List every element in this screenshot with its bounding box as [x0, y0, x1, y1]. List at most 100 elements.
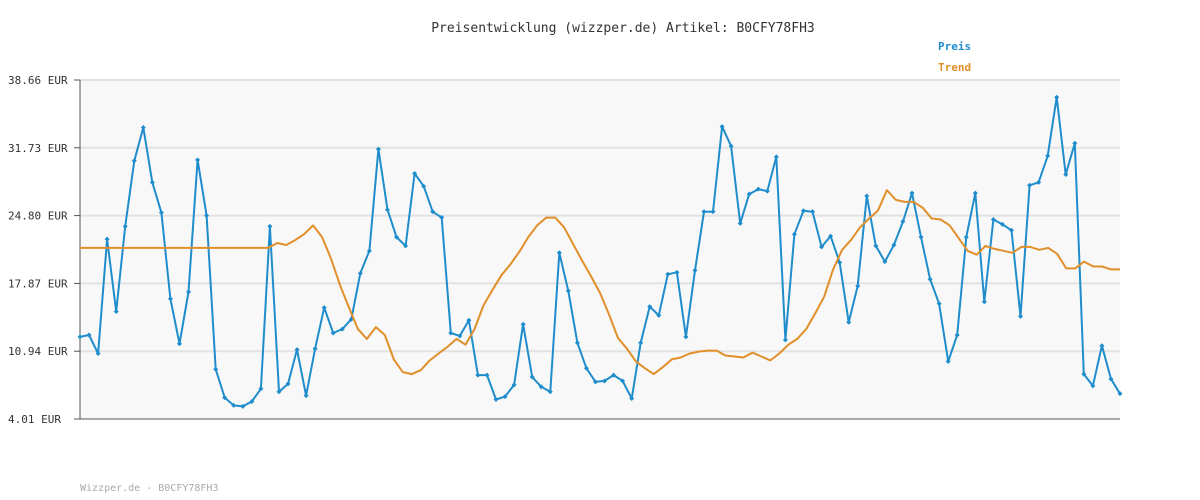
- data-point-preis: [1036, 179, 1042, 185]
- data-point-preis: [611, 372, 617, 378]
- data-point-preis: [638, 340, 644, 346]
- chart-title: Preisentwicklung (wizzper.de) Artikel: B…: [431, 21, 815, 36]
- data-point-preis: [999, 221, 1005, 227]
- data-point-preis: [294, 347, 300, 353]
- data-point-preis: [276, 389, 282, 395]
- data-point-preis: [86, 332, 92, 338]
- data-point-preis: [1008, 227, 1014, 233]
- legend-entry-preis: Preis: [938, 40, 971, 53]
- y-tick-label: 17.87 EUR: [8, 277, 68, 290]
- data-point-preis: [846, 319, 852, 325]
- data-point-preis: [701, 209, 707, 215]
- legend-entry-trend: Trend: [938, 61, 971, 74]
- data-point-preis: [167, 296, 173, 302]
- data-point-preis: [565, 288, 571, 294]
- data-point-preis: [267, 223, 273, 229]
- y-axis-ticks: 4.01 EUR 10.94 EUR 17.87 EUR 24.80 EUR 31.73…: [8, 74, 80, 426]
- data-point-preis: [1081, 371, 1087, 377]
- data-point-preis: [746, 191, 752, 197]
- data-point-preis: [113, 308, 119, 314]
- data-point-preis: [1018, 313, 1024, 319]
- data-point-preis: [782, 337, 788, 343]
- data-point-preis: [602, 378, 608, 384]
- data-point-preis: [240, 403, 246, 409]
- data-point-preis: [547, 389, 553, 395]
- data-point-preis: [149, 179, 155, 185]
- data-point-preis: [430, 209, 436, 215]
- data-point-preis: [204, 213, 210, 219]
- data-point-preis: [466, 317, 472, 323]
- data-point-preis: [773, 154, 779, 160]
- data-point-preis: [538, 384, 544, 390]
- data-point-preis: [457, 333, 463, 339]
- data-point-preis: [231, 402, 237, 408]
- data-point-preis: [972, 190, 978, 196]
- data-point-preis: [303, 393, 309, 399]
- data-point-preis: [158, 210, 164, 216]
- data-point-preis: [954, 332, 960, 338]
- data-point-preis: [837, 260, 843, 266]
- data-point-preis: [484, 372, 490, 378]
- data-point-preis: [800, 208, 806, 214]
- data-point-preis: [493, 397, 499, 403]
- footer-label: Wizzper.de - B0CFY78FH3: [80, 483, 218, 494]
- y-tick-label: 4.01 EUR: [8, 413, 61, 426]
- series-line-preis: [79, 96, 1121, 408]
- data-point-preis: [131, 158, 137, 164]
- data-point-preis: [963, 234, 969, 240]
- data-point-preis: [312, 346, 318, 352]
- data-point-preis: [719, 124, 725, 130]
- data-point-preis: [791, 231, 797, 237]
- data-point-preis: [1054, 94, 1060, 100]
- data-point-preis: [421, 183, 427, 189]
- data-point-preis: [891, 242, 897, 248]
- data-point-preis: [936, 301, 942, 307]
- y-tick-label: 24.80 EUR: [8, 210, 68, 223]
- data-point-preis: [222, 395, 228, 401]
- data-point-preis: [629, 396, 635, 402]
- data-point-preis: [674, 269, 680, 275]
- y-tick-label: 10.94 EUR: [8, 345, 68, 358]
- data-point-preis: [647, 304, 653, 310]
- data-point-preis: [864, 193, 870, 199]
- data-point-preis: [529, 374, 535, 380]
- data-point-preis: [1063, 172, 1069, 178]
- data-point-preis: [945, 358, 951, 364]
- data-point-preis: [927, 276, 933, 282]
- data-point-preis: [981, 299, 987, 305]
- data-point-preis: [692, 267, 698, 273]
- y-tick-label: 38.66 EUR: [8, 74, 68, 87]
- data-point-preis: [439, 215, 445, 221]
- data-point-preis: [140, 125, 146, 131]
- series-layer: [77, 94, 1123, 409]
- data-point-preis: [186, 289, 192, 295]
- plot-area: [80, 80, 1120, 419]
- data-point-preis: [384, 207, 390, 213]
- data-point-preis: [249, 398, 255, 404]
- data-point-preis: [556, 250, 562, 256]
- data-point-preis: [448, 330, 454, 336]
- data-point-preis: [122, 223, 128, 229]
- data-point-preis: [900, 218, 906, 224]
- data-point-preis: [574, 340, 580, 346]
- data-point-preis: [1027, 182, 1033, 188]
- data-point-preis: [330, 330, 336, 336]
- data-point-preis: [176, 341, 182, 347]
- data-point-preis: [828, 233, 834, 239]
- data-point-preis: [321, 305, 327, 311]
- data-point-preis: [520, 321, 526, 327]
- data-point-preis: [1099, 343, 1105, 349]
- data-point-preis: [412, 171, 418, 177]
- series-line-trend: [80, 189, 1120, 376]
- data-point-preis: [366, 248, 372, 254]
- data-point-preis: [403, 243, 409, 249]
- data-point-preis: [375, 146, 381, 152]
- data-point-preis: [810, 209, 816, 215]
- data-point-preis: [95, 351, 101, 357]
- data-point-preis: [764, 188, 770, 194]
- data-point-preis: [620, 378, 626, 384]
- data-point-preis: [918, 234, 924, 240]
- y-tick-label: 31.73 EUR: [8, 142, 68, 155]
- data-point-preis: [583, 365, 589, 371]
- data-point-preis: [1045, 153, 1051, 159]
